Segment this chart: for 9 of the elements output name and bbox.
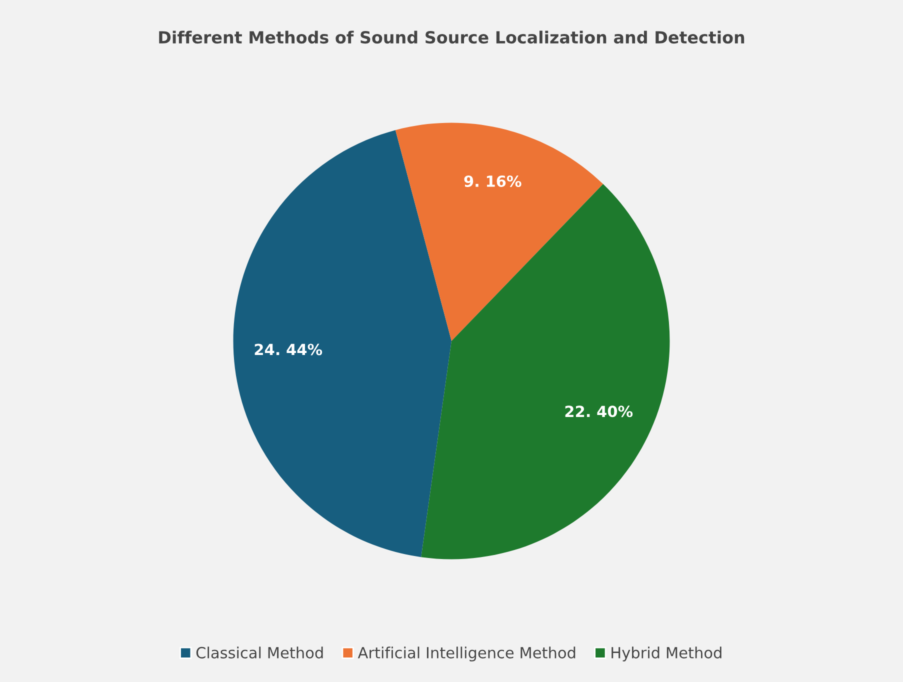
data-label: 22. 40% xyxy=(565,406,633,418)
pie-slice xyxy=(233,130,452,558)
legend-label: Artificial Intelligence Method xyxy=(358,646,576,662)
pie-slice xyxy=(395,122,604,341)
legend-label: Hybrid Method xyxy=(612,646,722,662)
chart-title: Different Methods of Sound Source Localization and Detection xyxy=(159,30,744,44)
data-label: 9. 16% xyxy=(464,175,522,188)
data-label: 24. 44% xyxy=(254,344,322,356)
legend-label: Classical Method xyxy=(196,646,323,658)
